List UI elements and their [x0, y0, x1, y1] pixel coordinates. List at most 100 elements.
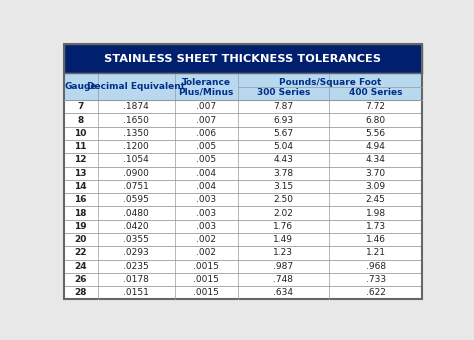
Bar — [64, 180, 422, 193]
Text: .0293: .0293 — [123, 249, 149, 257]
Text: .007: .007 — [196, 116, 216, 124]
Text: Gauge: Gauge — [64, 82, 97, 91]
Bar — [64, 127, 422, 140]
Text: 1.98: 1.98 — [365, 209, 386, 218]
Text: 22: 22 — [74, 249, 87, 257]
Text: 28: 28 — [74, 288, 87, 297]
Text: Decimal Equivalent: Decimal Equivalent — [87, 82, 185, 91]
Bar — [64, 73, 422, 100]
Text: .0751: .0751 — [123, 182, 149, 191]
Text: 3.70: 3.70 — [365, 169, 386, 178]
Text: 3.78: 3.78 — [273, 169, 293, 178]
Text: 18: 18 — [74, 209, 87, 218]
Text: .0015: .0015 — [193, 288, 219, 297]
Text: .003: .003 — [196, 195, 216, 204]
Text: Plus/Minus: Plus/Minus — [179, 88, 234, 97]
Text: .007: .007 — [196, 102, 216, 111]
Text: .002: .002 — [196, 235, 216, 244]
Text: 14: 14 — [74, 182, 87, 191]
Text: .006: .006 — [196, 129, 216, 138]
Text: 1.49: 1.49 — [273, 235, 293, 244]
Bar — [64, 220, 422, 233]
Text: .1350: .1350 — [123, 129, 149, 138]
Text: 4.43: 4.43 — [273, 155, 293, 165]
Text: .0355: .0355 — [123, 235, 149, 244]
Text: .002: .002 — [196, 249, 216, 257]
Text: 11: 11 — [74, 142, 87, 151]
Text: .733: .733 — [365, 275, 386, 284]
Text: .005: .005 — [196, 142, 216, 151]
Text: 4.34: 4.34 — [365, 155, 385, 165]
Text: 20: 20 — [74, 235, 87, 244]
Bar — [64, 153, 422, 167]
Bar — [64, 193, 422, 206]
Text: 19: 19 — [74, 222, 87, 231]
Text: .1054: .1054 — [123, 155, 149, 165]
Text: Tolerance: Tolerance — [182, 78, 231, 87]
Text: .634: .634 — [273, 288, 293, 297]
Text: .0178: .0178 — [123, 275, 149, 284]
Text: .968: .968 — [365, 262, 386, 271]
Bar — [64, 286, 422, 300]
Text: 6.93: 6.93 — [273, 116, 293, 124]
Text: 4.94: 4.94 — [365, 142, 385, 151]
Bar — [64, 233, 422, 246]
Text: .004: .004 — [196, 169, 216, 178]
Bar — [64, 246, 422, 260]
Text: .0151: .0151 — [123, 288, 149, 297]
Text: 10: 10 — [74, 129, 87, 138]
Text: STAINLESS SHEET THICKNESS TOLERANCES: STAINLESS SHEET THICKNESS TOLERANCES — [104, 54, 382, 64]
Text: .0480: .0480 — [123, 209, 149, 218]
Text: 1.73: 1.73 — [365, 222, 386, 231]
Bar — [64, 206, 422, 220]
Text: 2.50: 2.50 — [273, 195, 293, 204]
Text: 5.56: 5.56 — [365, 129, 386, 138]
Text: 12: 12 — [74, 155, 87, 165]
Text: 1.23: 1.23 — [273, 249, 293, 257]
Text: 400 Series: 400 Series — [349, 88, 402, 97]
Text: .003: .003 — [196, 209, 216, 218]
Text: Pounds/Square Foot: Pounds/Square Foot — [279, 78, 381, 87]
Bar — [64, 140, 422, 153]
Text: .1874: .1874 — [123, 102, 149, 111]
Text: .622: .622 — [365, 288, 385, 297]
Text: 1.76: 1.76 — [273, 222, 293, 231]
Text: .0015: .0015 — [193, 275, 219, 284]
Text: 24: 24 — [74, 262, 87, 271]
Text: 8: 8 — [78, 116, 84, 124]
Text: .0900: .0900 — [123, 169, 149, 178]
Bar — [64, 114, 422, 127]
Text: 6.80: 6.80 — [365, 116, 386, 124]
Text: 2.45: 2.45 — [365, 195, 385, 204]
Text: 5.04: 5.04 — [273, 142, 293, 151]
Text: .987: .987 — [273, 262, 293, 271]
Text: 300 Series: 300 Series — [256, 88, 310, 97]
Text: 1.46: 1.46 — [365, 235, 385, 244]
Text: .0015: .0015 — [193, 262, 219, 271]
Text: 5.67: 5.67 — [273, 129, 293, 138]
Text: 7.87: 7.87 — [273, 102, 293, 111]
Bar — [64, 44, 422, 73]
Text: 2.02: 2.02 — [273, 209, 293, 218]
Text: .0595: .0595 — [123, 195, 149, 204]
Text: .0420: .0420 — [123, 222, 149, 231]
Text: .748: .748 — [273, 275, 293, 284]
Bar — [64, 167, 422, 180]
Text: 16: 16 — [74, 195, 87, 204]
Text: 26: 26 — [74, 275, 87, 284]
Text: 3.09: 3.09 — [365, 182, 386, 191]
Text: .005: .005 — [196, 155, 216, 165]
Bar — [64, 100, 422, 114]
Text: .0235: .0235 — [123, 262, 149, 271]
Text: .1200: .1200 — [123, 142, 149, 151]
Bar — [64, 260, 422, 273]
Text: 3.15: 3.15 — [273, 182, 293, 191]
Text: 1.21: 1.21 — [365, 249, 385, 257]
Text: .1650: .1650 — [123, 116, 149, 124]
Text: 7.72: 7.72 — [365, 102, 385, 111]
Text: .003: .003 — [196, 222, 216, 231]
Text: 13: 13 — [74, 169, 87, 178]
Text: 7: 7 — [78, 102, 84, 111]
Text: .004: .004 — [196, 182, 216, 191]
Bar — [64, 273, 422, 286]
